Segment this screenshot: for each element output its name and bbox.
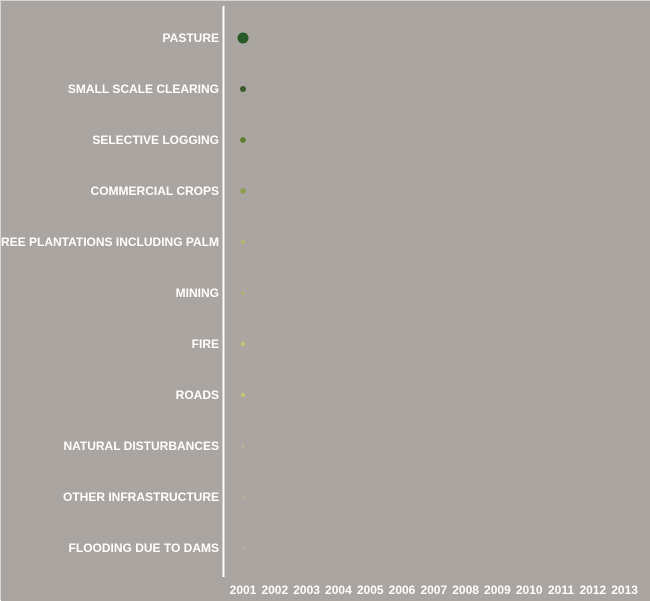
year-tick-label: 2007 bbox=[420, 583, 447, 597]
category-label: FIRE bbox=[192, 337, 219, 351]
category-label: OTHER INFRASTRUCTURE bbox=[63, 490, 219, 504]
year-tick-label: 2011 bbox=[548, 583, 574, 597]
year-tick-label: 2006 bbox=[389, 583, 416, 597]
year-tick-label: 2008 bbox=[452, 583, 479, 597]
category-label: FLOODING DUE TO DAMS bbox=[69, 541, 219, 555]
category-label: COMMERCIAL CROPS bbox=[91, 184, 219, 198]
year-tick-label: 2013 bbox=[611, 583, 638, 597]
year-tick-label: 2010 bbox=[516, 583, 543, 597]
year-tick-label: 2005 bbox=[357, 583, 384, 597]
year-tick-label: 2012 bbox=[579, 583, 606, 597]
data-point bbox=[241, 444, 245, 448]
category-label: SMALL SCALE CLEARING bbox=[68, 82, 219, 96]
data-point bbox=[239, 85, 247, 93]
data-point bbox=[240, 392, 246, 398]
data-point bbox=[240, 137, 246, 143]
data-point bbox=[241, 291, 245, 295]
year-tick-label: 2003 bbox=[293, 583, 320, 597]
category-label: PASTURE bbox=[163, 31, 219, 45]
data-point bbox=[241, 495, 245, 499]
year-tick-label: 2001 bbox=[230, 583, 257, 597]
category-label: ROADS bbox=[176, 388, 219, 402]
category-label: SELECTIVE LOGGING bbox=[92, 133, 219, 147]
data-point bbox=[237, 32, 249, 44]
data-point bbox=[240, 239, 246, 245]
category-label: TREE PLANTATIONS INCLUDING PALM bbox=[1, 235, 219, 249]
data-point bbox=[240, 188, 246, 194]
year-tick-label: 2002 bbox=[261, 583, 288, 597]
data-point bbox=[241, 546, 245, 550]
year-tick-label: 2009 bbox=[484, 583, 511, 597]
data-point bbox=[240, 341, 246, 347]
year-tick-label: 2004 bbox=[325, 583, 352, 597]
category-label: MINING bbox=[176, 286, 219, 300]
category-label: NATURAL DISTURBANCES bbox=[63, 439, 219, 453]
